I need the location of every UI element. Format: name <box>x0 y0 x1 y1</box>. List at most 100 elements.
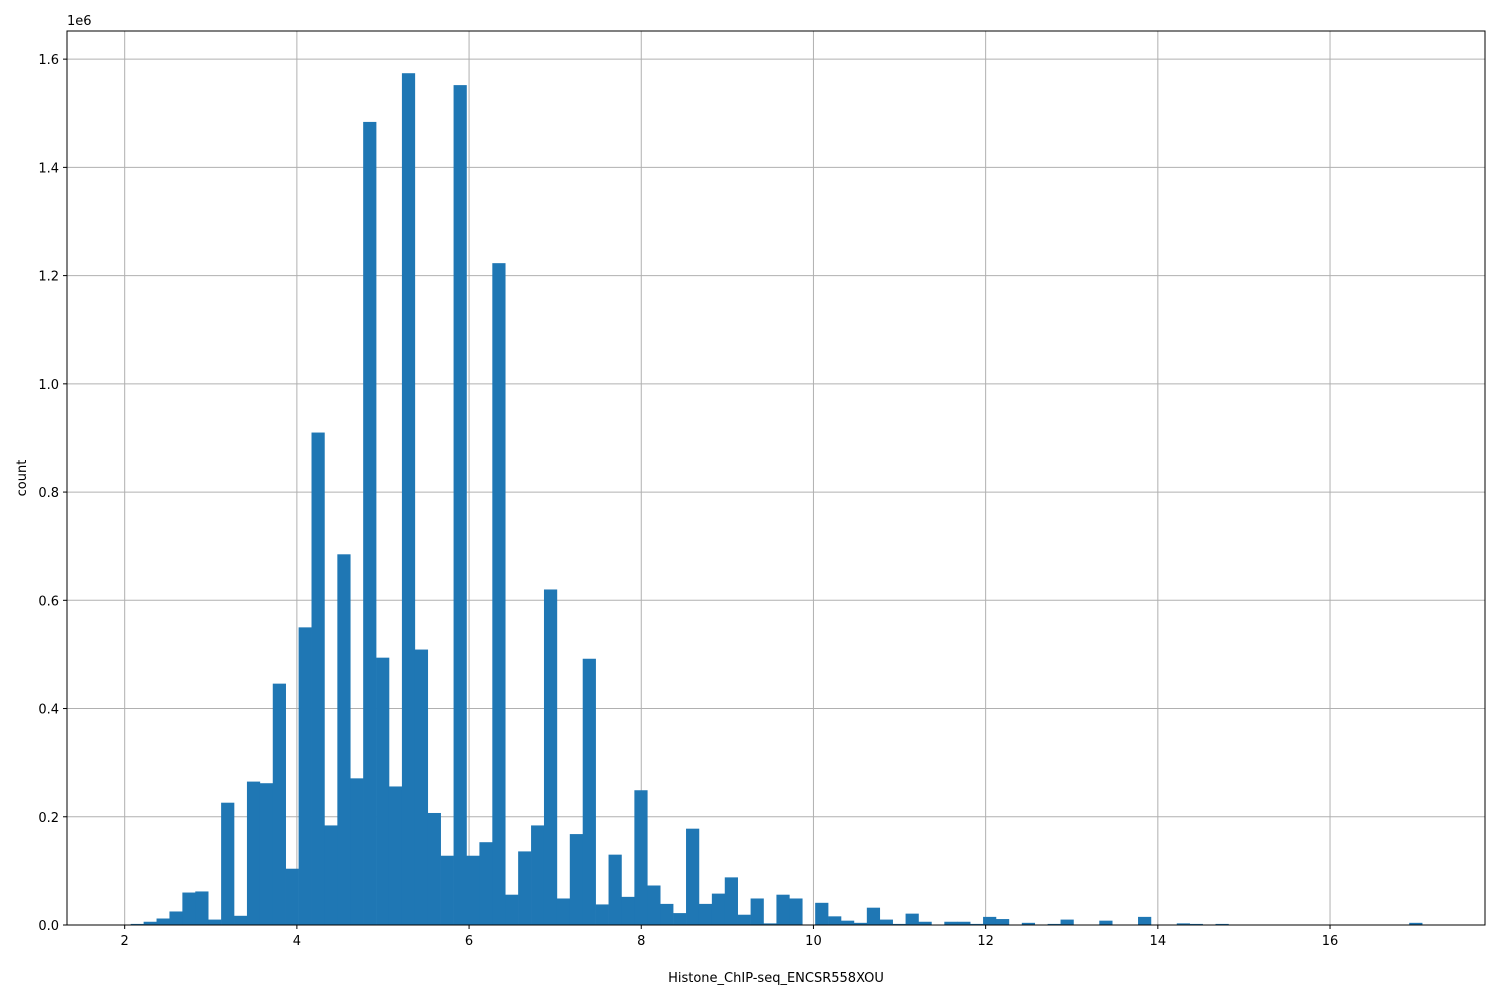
y-tick-label: 1.6 <box>38 53 59 68</box>
histogram-bar <box>698 903 713 925</box>
x-tick-label: 12 <box>977 934 994 949</box>
histogram-bar <box>401 73 416 926</box>
histogram-bar <box>285 868 299 925</box>
histogram-bar <box>298 627 312 925</box>
histogram-bar <box>466 855 480 925</box>
histogram-bar <box>234 915 248 925</box>
histogram-bar <box>569 834 584 925</box>
histogram-bar <box>492 263 506 926</box>
histogram-bar <box>1176 923 1190 925</box>
histogram-bar <box>169 911 183 925</box>
histogram-bar <box>182 892 196 925</box>
y-axis-label: count <box>15 460 30 497</box>
y-tick-label: 0.8 <box>38 486 59 501</box>
histogram-bar <box>427 812 441 925</box>
histogram-bar <box>841 920 855 925</box>
histogram-bar <box>957 921 971 925</box>
histogram-bar <box>763 923 777 925</box>
x-tick-label: 8 <box>637 934 645 949</box>
histogram-bar <box>711 893 726 925</box>
y-offset-label: 1e6 <box>67 14 92 29</box>
y-tick-label: 0.4 <box>38 703 59 718</box>
histogram-bar <box>246 781 261 925</box>
histogram-bar <box>221 802 235 925</box>
histogram-bar <box>259 783 274 925</box>
histogram-bar <box>311 432 325 925</box>
histogram-bar <box>479 842 493 925</box>
histogram-bar <box>324 825 338 925</box>
x-axis-label: Histone_ChIP-seq_ENCSR558XOU <box>668 971 884 986</box>
histogram-bar <box>388 786 403 925</box>
histogram-bar <box>337 554 351 925</box>
histogram-bar <box>608 854 622 925</box>
histogram-bar <box>879 919 893 925</box>
histogram-bar <box>143 921 157 925</box>
y-axis-ticks: 0.0 0.2 0.4 0.6 0.8 1.0 1.2 1.4 1.6 <box>38 53 67 934</box>
histogram-bar <box>414 649 429 925</box>
histogram-bar <box>130 923 144 925</box>
histogram-bar <box>789 898 803 925</box>
histogram-bar <box>595 904 609 925</box>
x-axis-ticks: 2 4 6 8 10 12 14 16 <box>121 925 1339 949</box>
y-tick-label: 1.2 <box>38 270 59 285</box>
y-tick-label: 0.0 <box>38 919 59 934</box>
histogram-bar <box>970 923 984 925</box>
histogram-bar <box>1138 916 1152 925</box>
histogram-bar <box>737 914 751 925</box>
histogram-bar <box>363 121 377 925</box>
y-tick-label: 0.6 <box>38 594 59 609</box>
histogram-bar <box>750 898 764 925</box>
histogram-bar <box>156 918 170 925</box>
histogram-bar <box>724 877 738 925</box>
histogram-bar <box>647 885 661 925</box>
x-tick-label: 10 <box>805 934 822 949</box>
y-tick-label: 1.0 <box>38 378 59 393</box>
histogram-bar <box>918 921 932 925</box>
histogram-bar <box>866 907 881 925</box>
histogram-bar <box>518 851 532 925</box>
histogram-bar <box>195 891 209 925</box>
x-tick-label: 4 <box>293 934 301 949</box>
bars <box>130 73 1423 926</box>
histogram-bar <box>1021 922 1036 925</box>
histogram-bar <box>556 898 571 925</box>
histogram-bar <box>582 658 596 925</box>
histogram-bar <box>1047 923 1061 925</box>
histogram-bar <box>272 683 286 925</box>
histogram-bar <box>660 903 674 925</box>
plot-frame <box>66 30 1486 926</box>
histogram-bar <box>853 922 868 925</box>
histogram-bar <box>376 657 390 925</box>
histogram-bar <box>634 790 648 925</box>
histogram-bar <box>686 828 700 925</box>
histogram-bar <box>905 913 919 925</box>
histogram-bar <box>776 894 790 925</box>
histogram-bar <box>1099 920 1113 925</box>
histogram-bar <box>621 896 635 925</box>
histogram-bar <box>892 923 906 925</box>
x-tick-label: 6 <box>465 934 473 949</box>
x-tick-label: 16 <box>1322 934 1339 949</box>
y-tick-label: 0.2 <box>38 811 59 826</box>
histogram-bar <box>1409 922 1423 925</box>
histogram-bar <box>995 919 1010 925</box>
histogram-bar <box>983 916 997 925</box>
histogram-bar <box>1189 923 1203 925</box>
histogram-bar <box>1060 919 1074 925</box>
y-tick-label: 1.4 <box>38 161 59 176</box>
x-tick-label: 14 <box>1150 934 1167 949</box>
histogram-bar <box>440 855 454 925</box>
histogram-bar <box>505 894 519 925</box>
histogram-bar <box>453 85 467 926</box>
histogram-bar <box>531 825 545 925</box>
histogram-bar <box>815 902 829 925</box>
histogram-bar <box>208 919 222 925</box>
histogram-bar <box>673 913 687 925</box>
histogram-bar <box>350 778 364 925</box>
histogram-bar <box>543 589 558 925</box>
histogram-bar <box>828 916 842 925</box>
histogram-bar <box>1215 923 1229 925</box>
x-tick-label: 2 <box>121 934 129 949</box>
histogram-bar <box>944 921 958 925</box>
